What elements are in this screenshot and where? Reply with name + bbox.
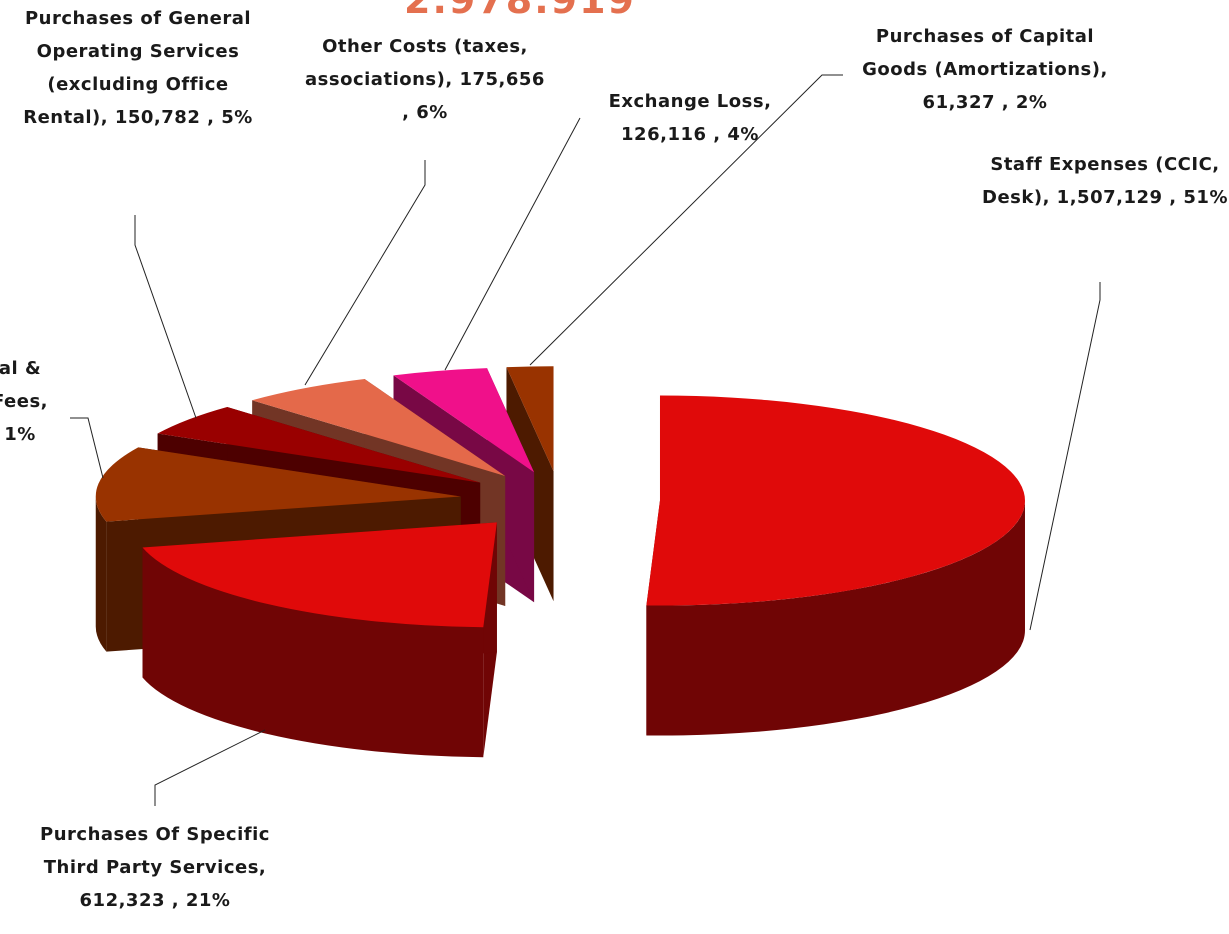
leader-line bbox=[444, 117, 581, 371]
leader-line bbox=[154, 729, 266, 806]
leader-line bbox=[529, 74, 843, 366]
data-label: Exchange Loss, 126,116 , 4% bbox=[608, 91, 772, 145]
slice bbox=[142, 522, 497, 628]
leader-line bbox=[70, 417, 104, 479]
slice-wall bbox=[646, 500, 1025, 736]
data-label: Staff Expenses (CCIC, Desk), 1,507,129 ,… bbox=[982, 154, 1228, 208]
slice bbox=[506, 366, 554, 472]
data-label: Purchases of General Operating Services … bbox=[23, 8, 253, 128]
data-label: Purchases of Capital Goods (Amortization… bbox=[862, 26, 1108, 113]
slice bbox=[95, 447, 461, 522]
slice-wall bbox=[142, 547, 484, 758]
data-label: al & Fees, 1% bbox=[0, 358, 49, 445]
slice bbox=[646, 395, 1025, 606]
data-label: Other Costs (taxes, associations), 175,6… bbox=[305, 36, 545, 123]
leader-line bbox=[134, 215, 197, 419]
chart-title: 2.978.919 bbox=[404, 0, 636, 22]
leader-line bbox=[1029, 282, 1101, 631]
leader-line bbox=[304, 160, 426, 386]
data-label: Purchases Of Specific Third Party Servic… bbox=[40, 824, 270, 911]
slice bbox=[393, 368, 535, 473]
slice bbox=[157, 407, 481, 483]
slice-wall bbox=[95, 496, 107, 652]
slice bbox=[252, 379, 506, 476]
